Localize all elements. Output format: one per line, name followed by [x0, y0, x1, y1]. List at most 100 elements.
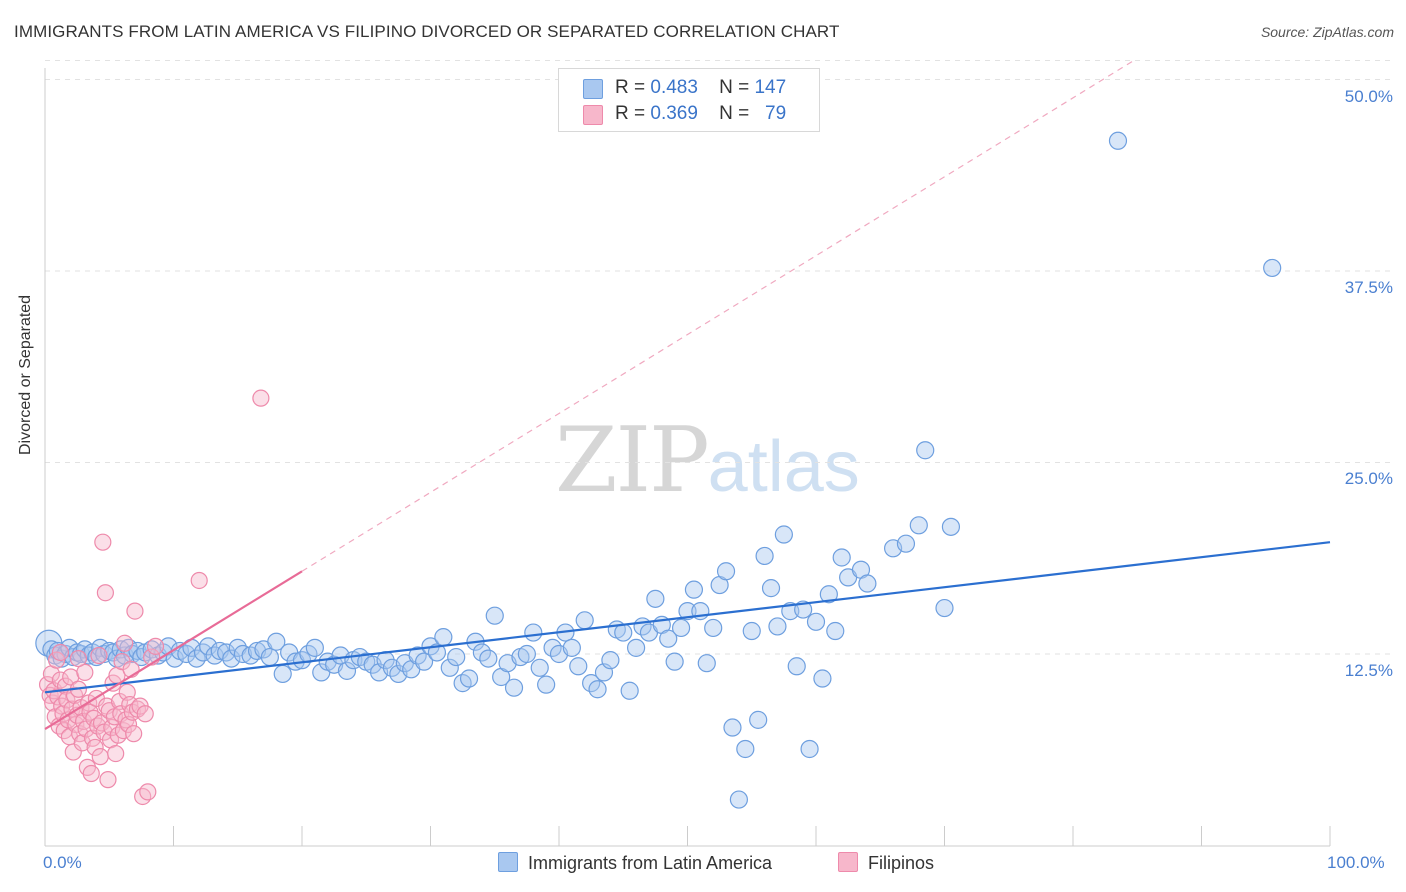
data-point-filipinos: [99, 771, 117, 789]
data-point-filipinos: [252, 389, 270, 407]
data-point-latin-america: [222, 649, 241, 668]
data-point-latin-america: [575, 611, 594, 630]
data-point-latin-america: [736, 739, 755, 759]
data-point-latin-america: [233, 644, 252, 664]
data-point-latin-america: [896, 534, 916, 553]
data-point-filipinos: [82, 764, 100, 783]
legend-n-value: 147: [754, 77, 787, 98]
data-point-latin-america: [562, 638, 581, 657]
trend-lines: [44, 59, 1331, 731]
bottom-legend-label: Filipinos: [868, 853, 935, 873]
data-point-latin-america: [440, 658, 459, 677]
data-point-latin-america: [569, 657, 588, 676]
data-point-latin-america: [935, 598, 954, 618]
data-point-filipinos: [69, 649, 88, 668]
data-point-latin-america: [626, 638, 646, 657]
legend-swatch-blue: [583, 79, 603, 99]
data-point-latin-america: [665, 652, 684, 671]
data-point-latin-america: [1108, 131, 1128, 150]
source-credit: Source: ZipAtlas.com: [1260, 24, 1394, 40]
data-point-filipinos: [94, 533, 112, 551]
bottom-legend-swatch-pink: [838, 852, 858, 872]
data-point-latin-america: [806, 612, 826, 631]
y-tick-label: 50.0%: [1344, 87, 1393, 106]
data-point-latin-america: [620, 681, 639, 700]
data-point-latin-america: [723, 718, 742, 737]
data-point-latin-america: [916, 441, 935, 460]
legend-n-label: N =: [719, 103, 750, 124]
data-point-latin-america: [671, 618, 691, 638]
bottom-legend-label: Immigrants from Latin America: [528, 853, 773, 873]
chart-title: IMMIGRANTS FROM LATIN AMERICA VS FILIPIN…: [14, 22, 840, 41]
data-point-latin-america: [453, 674, 472, 693]
data-point-latin-america: [684, 580, 704, 599]
data-point-latin-america: [800, 739, 819, 759]
data-point-latin-america: [697, 654, 716, 673]
bottom-legend-latin-america: Immigrants from Latin America: [498, 852, 772, 874]
stats-legend: R = 0.483 N = 147 R = 0.369 N = 79: [558, 68, 820, 132]
y-axis-label: Divorced or Separated: [17, 294, 34, 455]
legend-n-value: 79: [765, 103, 787, 124]
data-point-latin-america: [524, 623, 543, 642]
trend-extension-filipinos: [301, 59, 1135, 572]
data-point-latin-america: [742, 621, 761, 641]
data-point-latin-america: [530, 658, 549, 677]
data-point-latin-america: [601, 651, 620, 670]
watermark: ZIPatlas: [555, 408, 860, 513]
series-latin-america-points: [35, 131, 1282, 809]
data-point-latin-america: [768, 617, 787, 636]
data-point-latin-america: [774, 525, 793, 544]
data-point-filipinos: [190, 571, 208, 590]
data-point-latin-america: [588, 680, 607, 699]
x-tick-label-max: 100.0%: [1327, 853, 1385, 872]
data-point-latin-america: [427, 643, 447, 662]
data-point-latin-america: [447, 647, 466, 667]
data-point-filipinos: [146, 637, 165, 655]
data-point-latin-america: [761, 579, 781, 598]
data-point-filipinos: [51, 643, 70, 662]
data-point-latin-america: [273, 664, 292, 684]
data-point-latin-america: [504, 678, 524, 697]
data-point-filipinos: [139, 783, 157, 801]
y-tick-label: 37.5%: [1344, 278, 1393, 297]
legend-r-label: R =: [615, 77, 646, 98]
data-point-latin-america: [479, 649, 498, 668]
data-point-latin-america: [1263, 258, 1282, 278]
y-tick-label: 12.5%: [1344, 661, 1393, 680]
legend-r-label: R =: [615, 103, 646, 124]
data-point-latin-america: [813, 669, 832, 688]
data-point-latin-america: [678, 602, 697, 621]
data-point-latin-america: [826, 621, 845, 641]
data-point-filipinos: [64, 743, 82, 761]
bottom-legend-filipinos: Filipinos: [838, 852, 934, 874]
data-point-filipinos: [125, 725, 143, 743]
data-point-latin-america: [260, 647, 279, 667]
data-point-latin-america: [337, 661, 357, 680]
data-point-latin-america: [659, 629, 678, 648]
data-point-filipinos: [76, 663, 94, 681]
data-point-latin-america: [305, 638, 324, 657]
data-point-filipinos: [126, 602, 144, 620]
data-point-filipinos: [91, 748, 109, 766]
data-point-latin-america: [199, 637, 218, 656]
watermark-zip: ZIP: [555, 408, 710, 513]
data-point-latin-america: [819, 585, 838, 604]
data-point-filipinos: [90, 646, 108, 665]
data-point-latin-america: [755, 546, 774, 566]
data-point-latin-america: [749, 710, 768, 729]
x-tick-label-min: 0.0%: [43, 853, 82, 872]
data-point-latin-america: [941, 517, 961, 536]
data-point-latin-america: [517, 644, 536, 664]
data-point-latin-america: [434, 628, 453, 647]
legend-r-value: 0.369: [650, 103, 698, 124]
trend-line-filipinos: [44, 570, 303, 731]
data-point-filipinos: [134, 787, 152, 806]
legend-n-label: N =: [719, 77, 750, 98]
data-point-latin-america: [267, 632, 286, 651]
data-point-latin-america: [716, 562, 736, 581]
data-point-latin-america: [832, 548, 851, 567]
watermark-atlas: atlas: [707, 427, 860, 507]
series-filipinos-points: [38, 389, 270, 806]
data-point-latin-america: [909, 516, 928, 535]
data-point-filipinos: [73, 734, 91, 752]
